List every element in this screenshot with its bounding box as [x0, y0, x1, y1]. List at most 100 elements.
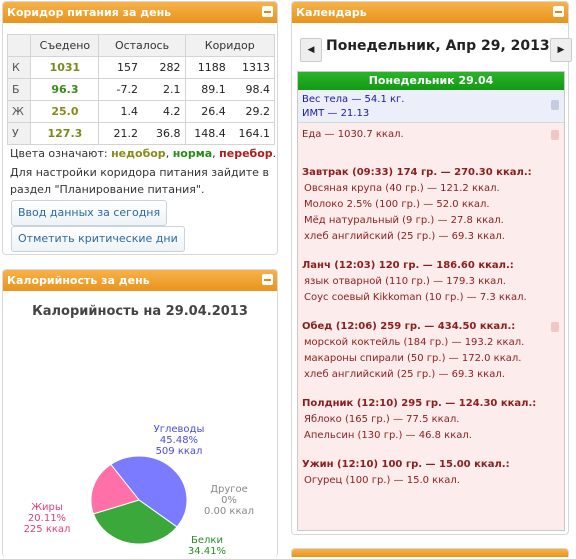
pie-label: 225 ккал — [24, 524, 71, 535]
left-min: 21.2 — [98, 122, 143, 145]
pie-label: 0.00 ккал — [204, 506, 254, 517]
left-max: 4.2 — [142, 100, 186, 123]
legend-under: недобор — [111, 147, 166, 160]
meal-item: Мёд натуральный (9 гр.) — 27.8 ккал. — [304, 215, 504, 226]
meal-item: Огурец (100 гр.) — 15.0 ккал. — [304, 475, 460, 486]
pie-slice — [110, 455, 188, 528]
row-label: К — [6, 56, 32, 79]
row-label: Б — [6, 78, 32, 101]
table-header-left: Осталось — [98, 34, 186, 57]
meal-item: макароны спирали (50 гр.) — 172.0 ккал. — [304, 353, 522, 364]
table-row: У 127.3 21.2 36.8 148.4 164.1 — [6, 122, 275, 145]
next-widget — [291, 548, 569, 559]
body-weight: Вес тела — 54.1 кг. — [302, 94, 405, 105]
pie-label: Другое — [210, 484, 248, 495]
eaten-value: 1031 — [30, 56, 100, 79]
corridor-title: Коридор питания за день — [7, 6, 172, 19]
left-min: 1.4 — [98, 100, 143, 123]
pie-slice — [92, 499, 178, 545]
pie-label: Жиры — [31, 502, 63, 513]
meal-item: хлеб английский (25 гр.) — 69.3 ккал. — [304, 231, 505, 242]
hand-icon[interactable] — [551, 322, 559, 332]
eaten-value: 96.3 — [30, 78, 100, 101]
hand-icon[interactable] — [551, 130, 559, 140]
table-row: Б 96.3 -7.2 2.1 89.1 98.4 — [6, 78, 275, 101]
setup-text-2: раздел "Планирование питания". — [10, 183, 205, 196]
date-heading: Понедельник, Апр 29, 2013 — [326, 38, 550, 54]
meal-heading: Ужин (12:10) 100 гр. — 15.00 ккал.: — [302, 459, 510, 470]
meal-heading: Обед (12:06) 259 гр. — 434.50 ккал.: — [302, 321, 516, 332]
delete-icon[interactable] — [551, 100, 559, 110]
row-label: Ж — [6, 100, 32, 123]
table-row: Ж 25.0 1.4 4.2 26.4 29.2 — [6, 100, 275, 123]
table-header — [6, 34, 32, 57]
corridor-header[interactable]: Коридор питания за день — [3, 2, 277, 23]
prev-day-button[interactable]: ◀ — [300, 38, 322, 62]
calendar-header[interactable]: Календарь — [292, 2, 568, 23]
pie-label: 509 ккал — [156, 446, 203, 457]
left-max: 36.8 — [142, 122, 186, 145]
calories-widget: Калорийность за день Калорийность на 29.… — [2, 269, 278, 557]
input-today-button[interactable]: Ввод данных за сегодня — [11, 200, 168, 226]
table-header-eaten: Съедено — [30, 34, 100, 57]
setup-text-1: Для настройки коридора питания зайдите в — [10, 166, 269, 179]
legend-over: перебор — [219, 147, 273, 160]
meal-heading: Завтрак (09:33) 174 гр. — 270.30 ккал.: — [302, 167, 532, 178]
corridor-min: 1188 — [184, 56, 230, 79]
calendar-widget: Календарь ◀ Понедельник, Апр 29, 2013 ▶ … — [291, 1, 572, 535]
corridor-widget: Коридор питания за день Съедено Осталось… — [2, 1, 278, 255]
critical-days-button[interactable]: Отметить критические дни — [11, 226, 185, 252]
pie-label: 20.11% — [28, 513, 66, 524]
corridor-table: Съедено Осталось Коридор К 1031 157 282 1188… — [6, 34, 276, 145]
left-min: -7.2 — [98, 78, 143, 101]
calories-header[interactable]: Калорийность за день — [3, 270, 277, 291]
calories-title: Калорийность за день — [7, 274, 150, 287]
table-header-corridor: Коридор — [184, 34, 276, 57]
meal-item: Апельсин (130 гр.) — 46.8 ккал. — [304, 430, 472, 441]
left-max: 2.1 — [142, 78, 186, 101]
eaten-value: 25.0 — [30, 100, 100, 123]
bmi-value: ИМТ — 21.13 — [302, 108, 370, 119]
corridor-min: 26.4 — [184, 100, 230, 123]
row-label: У — [6, 122, 32, 145]
pie-label: 34.41% — [188, 546, 226, 557]
meal-item: Яблоко (165 гр.) — 77.5 ккал. — [304, 414, 460, 425]
day-bar: Понедельник 29.04 — [298, 72, 564, 90]
meal-heading: Полдник (12:10) 295 гр. — 124.30 ккал.: — [302, 398, 537, 409]
color-legend: Цвета означают: недобор, норма, перебор. — [10, 147, 277, 160]
meal-item: Овсяная крупа (40 гр.) — 121.2 ккал. — [304, 183, 500, 194]
corridor-max: 98.4 — [229, 78, 275, 101]
next-day-button[interactable]: ▶ — [550, 38, 572, 62]
pie-label: 0% — [221, 495, 237, 506]
pie-label: Углеводы — [154, 424, 205, 435]
legend-normal: норма — [172, 147, 213, 160]
collapse-icon[interactable] — [262, 274, 273, 285]
meal-item: Молоко 2.5% (100 гр.) — 52.0 ккал. — [304, 199, 490, 210]
pie-label: Белки — [191, 535, 223, 546]
meal-item: хлеб английский (25 гр.) — 69.3 ккал. — [304, 369, 505, 380]
calendar-title: Календарь — [296, 6, 367, 19]
day-entry[interactable]: Понедельник 29.04 Вес тела — 54.1 кг. ИМ… — [297, 71, 565, 531]
left-max: 282 — [142, 56, 186, 79]
food-total: Еда — 1030.7 ккал. — [302, 129, 404, 140]
eaten-value: 127.3 — [30, 122, 100, 145]
corridor-max: 1313 — [229, 56, 275, 79]
corridor-max: 29.2 — [229, 100, 275, 123]
meal-heading: Ланч (12:03) 120 гр. — 186.60 ккал.: — [302, 260, 514, 271]
meal-item: морской коктейль (184 гр.) — 193.2 ккал. — [304, 337, 525, 348]
meal-item: Соус соевый Kikkoman (10 гр.) — 7.3 ккал… — [304, 292, 527, 303]
pie-slice — [90, 463, 140, 515]
meal-item: язык отварной (110 гр.) — 179.3 ккал. — [304, 276, 506, 287]
corridor-max: 164.1 — [229, 122, 275, 145]
collapse-icon[interactable] — [262, 6, 273, 17]
collapse-icon[interactable] — [553, 6, 564, 17]
weight-block[interactable]: Вес тела — 54.1 кг. ИМТ — 21.13 — [298, 90, 564, 123]
left-min: 157 — [98, 56, 143, 79]
corridor-min: 148.4 — [184, 122, 230, 145]
corridor-min: 89.1 — [184, 78, 230, 101]
legend-label: Цвета означают: — [10, 147, 108, 160]
chart-title: Калорийность на 29.04.2013 — [32, 304, 248, 319]
pie-label: 45.48% — [160, 435, 198, 446]
table-row: К 1031 157 282 1188 1313 — [6, 56, 275, 79]
